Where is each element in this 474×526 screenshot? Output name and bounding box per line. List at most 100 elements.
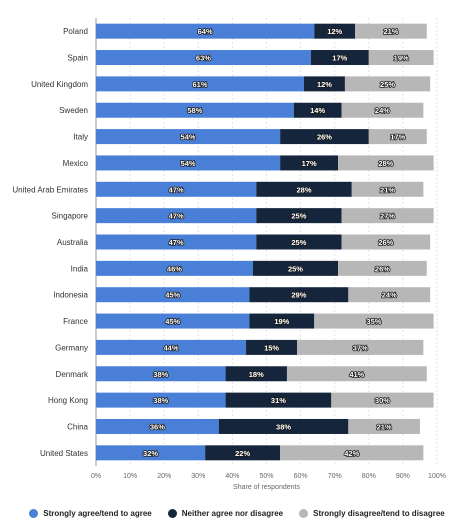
category-label-singapore: Singapore	[52, 212, 89, 221]
x-tick-label-20: 20%	[157, 473, 171, 480]
bar-singapore-2	[256, 208, 342, 224]
data-label-mexico-2: 17%	[302, 159, 317, 168]
bar-denmark-3	[286, 366, 427, 382]
data-label-india-3: 26%	[375, 264, 390, 273]
bar-spain-1	[96, 50, 311, 66]
bar-china-2	[218, 418, 349, 434]
bar-germany-1	[96, 339, 247, 355]
data-label-united-kingdom-3: 25%	[380, 80, 395, 89]
bars: 64% 12% 21% 63% 17% 19% 61% 12% 25% 58% 14% 24% 54% 2…	[96, 23, 434, 461]
data-label-united-kingdom-2: 12%	[317, 80, 332, 89]
bar-united-kingdom-3	[344, 76, 431, 92]
bar-united-arab-emirates-2	[256, 181, 352, 197]
category-label-hong-kong: Hong Kong	[48, 396, 88, 405]
bar-france-1	[96, 313, 250, 329]
data-label-france-2: 19%	[274, 317, 289, 326]
legend-label-agree: Strongly agree/tend to agree	[43, 508, 152, 518]
bar-mexico-2	[280, 155, 339, 171]
bar-poland-3	[355, 23, 427, 39]
data-label-hong-kong-3: 30%	[375, 396, 390, 405]
data-label-australia-1: 47%	[169, 238, 184, 247]
data-label-italy-2: 26%	[317, 133, 332, 142]
data-label-united-kingdom-1: 61%	[192, 80, 207, 89]
bar-denmark-2	[225, 366, 287, 382]
bar-united-states-3	[280, 445, 424, 461]
bar-hong-kong-1	[96, 392, 226, 408]
legend-item-disagree[interactable]: Strongly disagree/tend to disagree	[299, 508, 445, 518]
bar-poland-1	[96, 23, 315, 39]
data-label-india-2: 25%	[288, 264, 303, 273]
legend: Strongly agree/tend to agree Neither agr…	[0, 503, 474, 523]
data-label-poland-3: 21%	[383, 27, 398, 36]
bar-india-2	[252, 260, 339, 276]
bar-china-1	[96, 418, 219, 434]
data-label-china-3: 21%	[377, 422, 392, 431]
bar-poland-2	[314, 23, 356, 39]
data-label-spain-1: 63%	[196, 54, 211, 63]
bar-indonesia-3	[348, 287, 431, 303]
legend-marker-neither	[167, 508, 177, 518]
bar-mexico-1	[96, 155, 281, 171]
data-label-mexico-1: 54%	[181, 159, 196, 168]
category-label-denmark: Denmark	[56, 370, 89, 379]
bar-india-3	[338, 260, 427, 276]
category-label-united-kingdom: United Kingdom	[31, 80, 88, 89]
bar-singapore-1	[96, 208, 257, 224]
data-label-indonesia-3: 24%	[382, 291, 397, 300]
data-label-hong-kong-1: 38%	[153, 396, 168, 405]
bar-sweden-1	[96, 102, 294, 118]
bar-mexico-3	[338, 155, 434, 171]
legend-marker-disagree	[299, 508, 309, 518]
bar-australia-3	[341, 234, 431, 250]
bar-france-2	[249, 313, 315, 329]
data-label-germany-2: 15%	[264, 343, 279, 352]
data-label-mexico-3: 28%	[378, 159, 393, 168]
data-label-united-states-3: 42%	[344, 449, 359, 458]
data-label-singapore-3: 27%	[380, 212, 395, 221]
x-tick-label-60: 60%	[294, 473, 308, 480]
data-label-indonesia-2: 29%	[291, 291, 306, 300]
data-label-china-2: 38%	[276, 422, 291, 431]
data-label-italy-3: 17%	[390, 133, 405, 142]
category-label-spain: Spain	[68, 54, 88, 63]
data-label-united-states-2: 22%	[235, 449, 250, 458]
data-label-indonesia-1: 45%	[165, 291, 180, 300]
category-label-india: India	[71, 264, 89, 273]
legend-label-neither: Neither agree nor disagree	[181, 508, 284, 518]
bar-italy-3	[368, 129, 427, 145]
bar-italy-1	[96, 129, 281, 145]
legend-item-agree[interactable]: Strongly agree/tend to agree	[29, 508, 152, 518]
legend-item-neither[interactable]: Neither agree nor disagree	[167, 508, 284, 518]
category-labels: Poland Spain United Kingdom Sweden Italy Mexi…	[12, 27, 89, 458]
x-tick-label-50: 50%	[259, 473, 273, 480]
data-label-united-arab-emirates-2: 28%	[297, 185, 312, 194]
data-label-denmark-1: 38%	[153, 370, 168, 379]
bar-united-states-2	[205, 445, 281, 461]
data-label-spain-3: 19%	[394, 54, 409, 63]
bar-spain-3	[368, 50, 434, 66]
category-label-mexico: Mexico	[63, 159, 89, 168]
bar-spain-2	[310, 50, 369, 66]
category-label-united-states: United States	[40, 449, 88, 458]
x-tick-label-80: 80%	[362, 473, 376, 480]
data-label-australia-3: 26%	[378, 238, 393, 247]
bar-united-kingdom-2	[304, 76, 345, 92]
data-label-china-1: 36%	[150, 422, 165, 431]
category-label-italy: Italy	[73, 133, 88, 142]
x-tick-label-70: 70%	[328, 473, 342, 480]
category-label-china: China	[67, 422, 88, 431]
data-label-singapore-2: 25%	[291, 212, 306, 221]
x-tick-label-0: 0%	[91, 473, 101, 480]
data-label-france-1: 45%	[165, 317, 180, 326]
data-label-sweden-1: 58%	[187, 106, 202, 115]
data-label-germany-3: 37%	[353, 343, 368, 352]
bar-united-kingdom-1	[96, 76, 305, 92]
x-tick-label-30: 30%	[191, 473, 205, 480]
data-label-poland-1: 64%	[198, 27, 213, 36]
data-label-france-3: 35%	[366, 317, 381, 326]
data-label-poland-2: 12%	[327, 27, 342, 36]
bar-united-arab-emirates-3	[351, 181, 424, 197]
bar-germany-2	[246, 339, 298, 355]
bar-germany-3	[297, 339, 424, 355]
